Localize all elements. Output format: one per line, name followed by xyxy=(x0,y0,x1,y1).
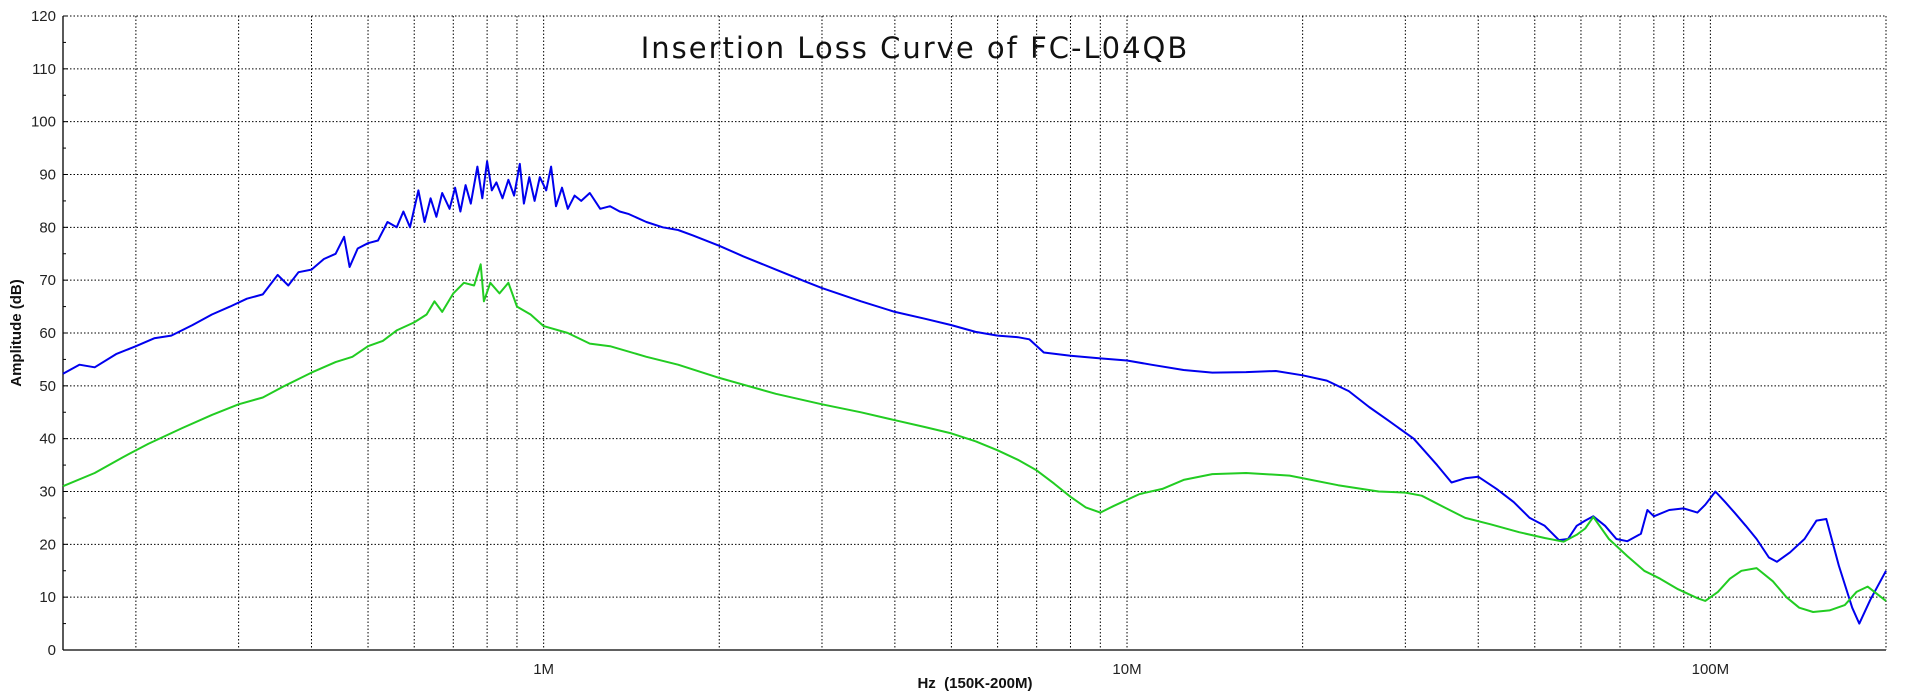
y-tick-label: 120 xyxy=(31,8,56,25)
y-tick-label: 10 xyxy=(39,589,56,606)
axes: 0 10 20 30 40 50 60 70 80 90 100 110 120 1M 10M 100M xyxy=(31,8,1886,678)
blue-series-line xyxy=(62,160,1887,625)
y-tick-label: 100 xyxy=(31,114,56,131)
green-series-line xyxy=(62,263,1887,613)
y-axis-label: Amplitude (dB) xyxy=(8,279,25,386)
y-tick-label: 70 xyxy=(39,272,56,289)
y-tick-label: 60 xyxy=(39,325,56,342)
grid xyxy=(63,15,1887,650)
x-tick-label: 100M xyxy=(1692,661,1730,678)
chart-title: Insertion Loss Curve of FC-L04QB xyxy=(641,31,1190,65)
x-tick-label: 10M xyxy=(1112,661,1141,678)
y-tick-label: 110 xyxy=(32,61,56,78)
y-tick-label: 40 xyxy=(39,431,56,448)
x-axis-label: Hz (150K-200M) xyxy=(917,675,1032,692)
series-group xyxy=(62,160,1887,625)
y-tick-label: 0 xyxy=(48,642,56,659)
y-tick-label: 20 xyxy=(39,536,56,553)
y-tick-label: 80 xyxy=(39,219,56,236)
y-tick-label: 90 xyxy=(39,167,56,184)
x-tick-label: 1M xyxy=(533,661,554,678)
y-tick-label: 30 xyxy=(39,484,56,501)
y-tick-label: 50 xyxy=(39,378,56,395)
